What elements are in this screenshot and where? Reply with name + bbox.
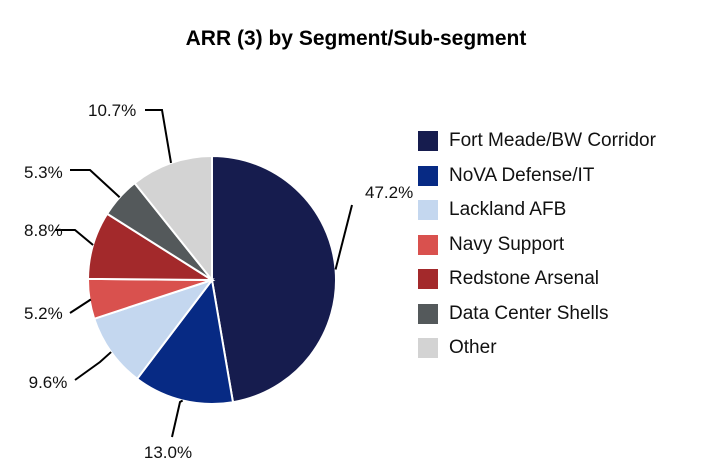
legend-item: Redstone Arsenal xyxy=(418,262,656,297)
leader-line xyxy=(334,204,353,270)
legend-item: NoVA Defense/IT xyxy=(418,159,656,194)
legend-label: Redstone Arsenal xyxy=(449,268,599,290)
data-label: 5.3% xyxy=(24,163,63,182)
data-label: 5.2% xyxy=(24,304,63,323)
pie-slice-other xyxy=(133,154,213,283)
legend-label: Lackland AFB xyxy=(449,199,567,221)
legend-label: Navy Support xyxy=(449,233,565,255)
pie-slice-lackland-afb xyxy=(92,278,215,381)
legend-item: Data Center Shells xyxy=(418,297,656,332)
legend-item: Fort Meade/BW Corridor xyxy=(418,124,656,159)
legend-label: Data Center Shells xyxy=(449,302,609,324)
leader-line xyxy=(69,298,92,314)
data-label: 13.0% xyxy=(144,443,192,462)
legend-label: NoVA Defense/IT xyxy=(449,164,595,186)
chart-title: ARR (3) by Segment/Sub-segment xyxy=(185,27,527,50)
legend-swatch xyxy=(418,338,438,359)
legend-item: Navy Support xyxy=(418,228,656,263)
pie-slice-nova-defense-it xyxy=(135,277,235,405)
legend-swatch xyxy=(418,234,438,255)
legend-swatch xyxy=(418,269,438,290)
legend-label: Other xyxy=(449,337,497,359)
legend-swatch xyxy=(418,165,438,186)
legend-swatch xyxy=(418,131,438,152)
leader-line xyxy=(70,169,121,199)
legend-item: Lackland AFB xyxy=(418,193,656,228)
leader-line xyxy=(171,399,184,438)
leader-line xyxy=(145,109,173,164)
data-label: 10.7% xyxy=(88,101,136,120)
legend-swatch xyxy=(418,200,438,221)
legend-item: Other xyxy=(418,331,656,366)
leader-line xyxy=(55,229,94,246)
pie-slice-fort-meade-bw-corridor xyxy=(211,154,337,404)
legend-swatch xyxy=(418,303,438,324)
leader-line xyxy=(74,351,112,381)
data-label: 8.8% xyxy=(24,221,63,240)
data-label: 47.2% xyxy=(365,183,413,202)
legend-label: Fort Meade/BW Corridor xyxy=(449,130,656,152)
data-label: 9.6% xyxy=(29,373,68,392)
legend: Fort Meade/BW Corridor NoVA Defense/IT Lac… xyxy=(418,124,656,366)
